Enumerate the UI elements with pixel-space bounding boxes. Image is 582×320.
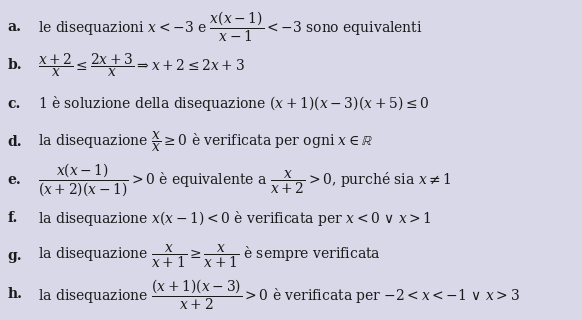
Text: h.: h.: [8, 287, 23, 301]
Text: b.: b.: [8, 58, 22, 72]
Text: le disequazioni $x < -3$ e $\dfrac{x(x-1)}{x-1} < -3$ sono equivalenti: le disequazioni $x < -3$ e $\dfrac{x(x-1…: [38, 10, 423, 44]
Text: la disequazione $\dfrac{x}{x} \geq 0$ è verificata per ogni $x \in \mathbb{R}$: la disequazione $\dfrac{x}{x} \geq 0$ è …: [38, 130, 372, 154]
Text: e.: e.: [8, 173, 22, 187]
Text: $1$ è soluzione della disequazione $(x+1)(x-3)(x+5) \leq 0$: $1$ è soluzione della disequazione $(x+1…: [38, 94, 429, 113]
Text: f.: f.: [8, 211, 18, 225]
Text: $\dfrac{x(x-1)}{(x+2)(x-1)} > 0$ è equivalente a $\dfrac{x}{x+2} > 0$, purché si: $\dfrac{x(x-1)}{(x+2)(x-1)} > 0$ è equiv…: [38, 161, 452, 198]
Text: d.: d.: [8, 135, 22, 149]
Text: c.: c.: [8, 97, 21, 110]
Text: la disequazione $x(x-1) < 0$ è verificata per $x < 0$ $\vee$ $x > 1$: la disequazione $x(x-1) < 0$ è verificat…: [38, 209, 431, 228]
Text: $\dfrac{x+2}{x} \leq \dfrac{2x+3}{x} \Rightarrow x+2 \leq 2x+3$: $\dfrac{x+2}{x} \leq \dfrac{2x+3}{x} \Ri…: [38, 52, 244, 79]
Text: la disequazione $\dfrac{(x+1)(x-3)}{x+2} > 0$ è verificata per $-2 < x < -1$ $\v: la disequazione $\dfrac{(x+1)(x-3)}{x+2}…: [38, 277, 520, 312]
Text: a.: a.: [8, 20, 22, 34]
Text: g.: g.: [8, 249, 22, 263]
Text: la disequazione $\dfrac{x}{x+1} \geq \dfrac{x}{x+1}$ è sempre verificata: la disequazione $\dfrac{x}{x+1} \geq \df…: [38, 243, 381, 270]
